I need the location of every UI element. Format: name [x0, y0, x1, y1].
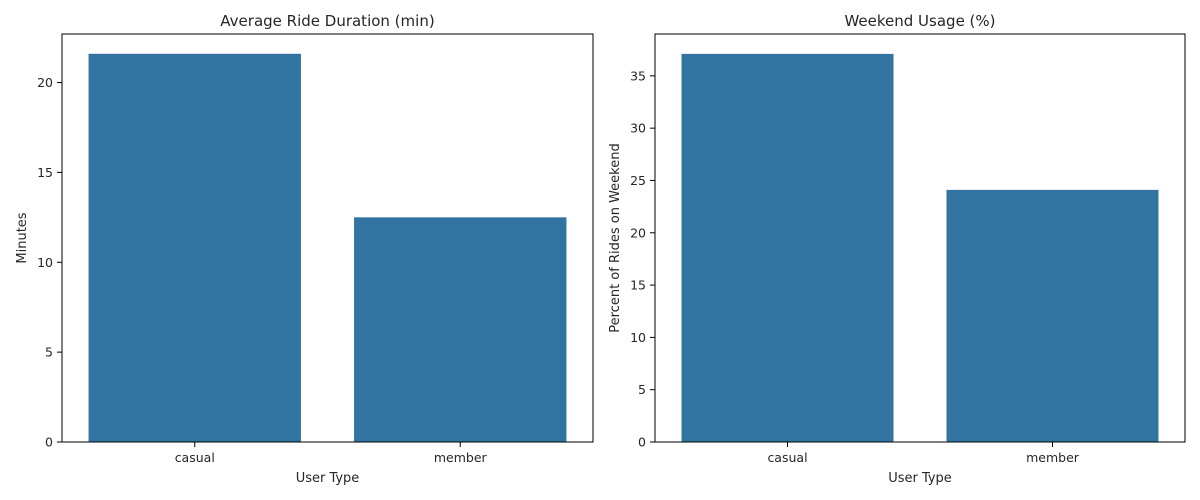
x-tick-label: casual: [767, 450, 807, 465]
y-tick-label: 0: [638, 435, 646, 450]
x-axis-label: User Type: [888, 471, 952, 486]
chart-duration: Average Ride Duration (min) User Type Mi…: [15, 12, 594, 486]
plot-frame: [61, 33, 594, 443]
chart-title: Weekend Usage (%): [844, 12, 995, 30]
x-tick-label: member: [434, 450, 488, 465]
bar-member: [354, 217, 567, 442]
chart-title: Average Ride Duration (min): [220, 12, 434, 30]
y-tick-label: 35: [630, 68, 646, 83]
x-axis-label: User Type: [296, 471, 360, 486]
bar-casual: [681, 53, 894, 442]
bar-casual: [88, 53, 301, 442]
y-tick-label: 5: [45, 345, 53, 360]
bar-member: [946, 189, 1159, 442]
y-tick-label: 0: [45, 435, 53, 450]
y-tick-label: 20: [37, 75, 53, 90]
plot-frame: [654, 33, 1186, 443]
y-tick-label: 10: [37, 255, 53, 270]
y-tick-label: 30: [630, 121, 646, 136]
x-tick-label: casual: [175, 450, 215, 465]
y-tick-label: 15: [37, 165, 53, 180]
y-tick-label: 5: [638, 382, 646, 397]
chart-weekend-usage: Weekend Usage (%) User Type Percent of R…: [608, 12, 1186, 486]
y-tick-label: 10: [630, 330, 646, 345]
y-tick-label: 15: [630, 278, 646, 293]
y-axis-label: Minutes: [15, 212, 30, 263]
y-tick-label: 25: [630, 173, 646, 188]
x-tick-label: member: [1026, 450, 1080, 465]
y-axis-label: Percent of Rides on Weekend: [608, 143, 623, 332]
y-tick-label: 20: [630, 225, 646, 240]
